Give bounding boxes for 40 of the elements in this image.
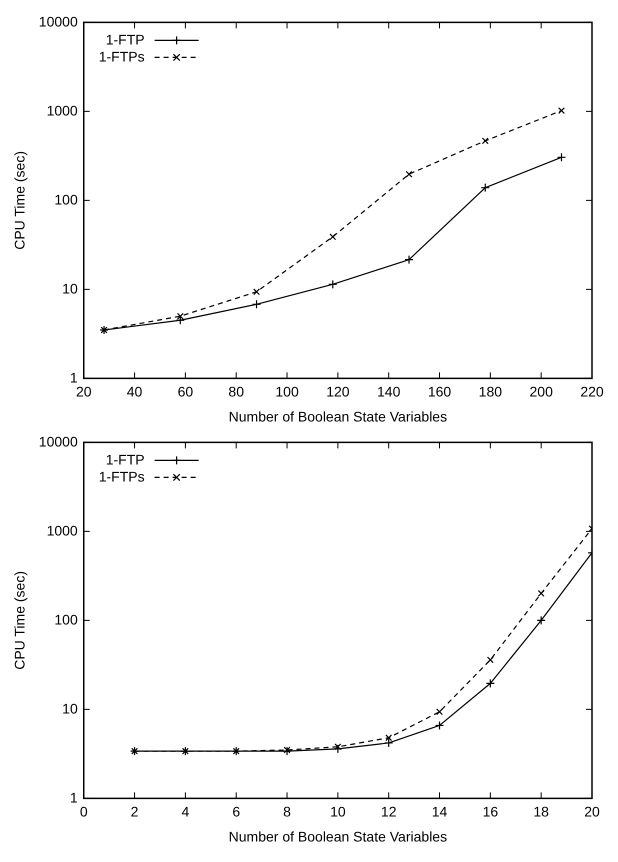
x-tick-label: 16 (482, 804, 498, 820)
x-tick-label: 60 (178, 384, 194, 400)
y-tick-label: 1000 (46, 102, 78, 118)
x-tick-label: 80 (228, 384, 244, 400)
y-tick-label: 1000 (46, 522, 78, 538)
x-tick-label: 220 (580, 384, 604, 400)
x-tick-label: 10 (330, 804, 346, 820)
x-tick-label: 180 (478, 384, 502, 400)
x-tick-label: 20 (584, 804, 600, 820)
y-axis-title: CPU Time (sec) (11, 571, 28, 670)
y-tick-label: 1 (70, 369, 78, 386)
x-tick-label: 8 (283, 804, 292, 820)
x-tick-label: 40 (126, 384, 143, 400)
x-tick-label: 0 (80, 804, 88, 820)
x-tick-label: 4 (181, 804, 190, 820)
x-tick-label: 200 (529, 384, 554, 400)
x-tick-label: 100 (275, 384, 299, 400)
x-tick-label: 2 (130, 804, 139, 820)
x-tick-label: 6 (232, 804, 240, 820)
y-tick-label: 10 (62, 280, 78, 296)
y-tick-label: 100 (54, 611, 78, 628)
x-axis-title: Number of Boolean State Variables (228, 408, 448, 424)
y-tick-label: 10000 (38, 433, 78, 450)
y-tick-label: 100 (54, 191, 78, 208)
y-tick-label: 10000 (38, 13, 78, 30)
x-tick-label: 14 (432, 804, 448, 820)
x-axis-title: Number of Boolean State Variables (228, 828, 448, 844)
x-tick-label: 120 (326, 384, 350, 400)
x-tick-label: 140 (377, 384, 401, 400)
x-tick-label: 12 (380, 804, 397, 820)
x-tick-label: 20 (76, 384, 92, 400)
y-tick-label: 1 (70, 789, 78, 806)
x-tick-label: 160 (428, 384, 452, 400)
legend-label: 1-FTP (106, 451, 145, 468)
legend-label: 1-FTPs (98, 468, 145, 484)
y-tick-label: 10 (62, 700, 78, 716)
legend-label: 1-FTPs (98, 48, 145, 64)
y-axis-title: CPU Time (sec) (11, 151, 28, 250)
x-tick-label: 18 (533, 804, 550, 820)
legend-label: 1-FTP (106, 31, 145, 48)
